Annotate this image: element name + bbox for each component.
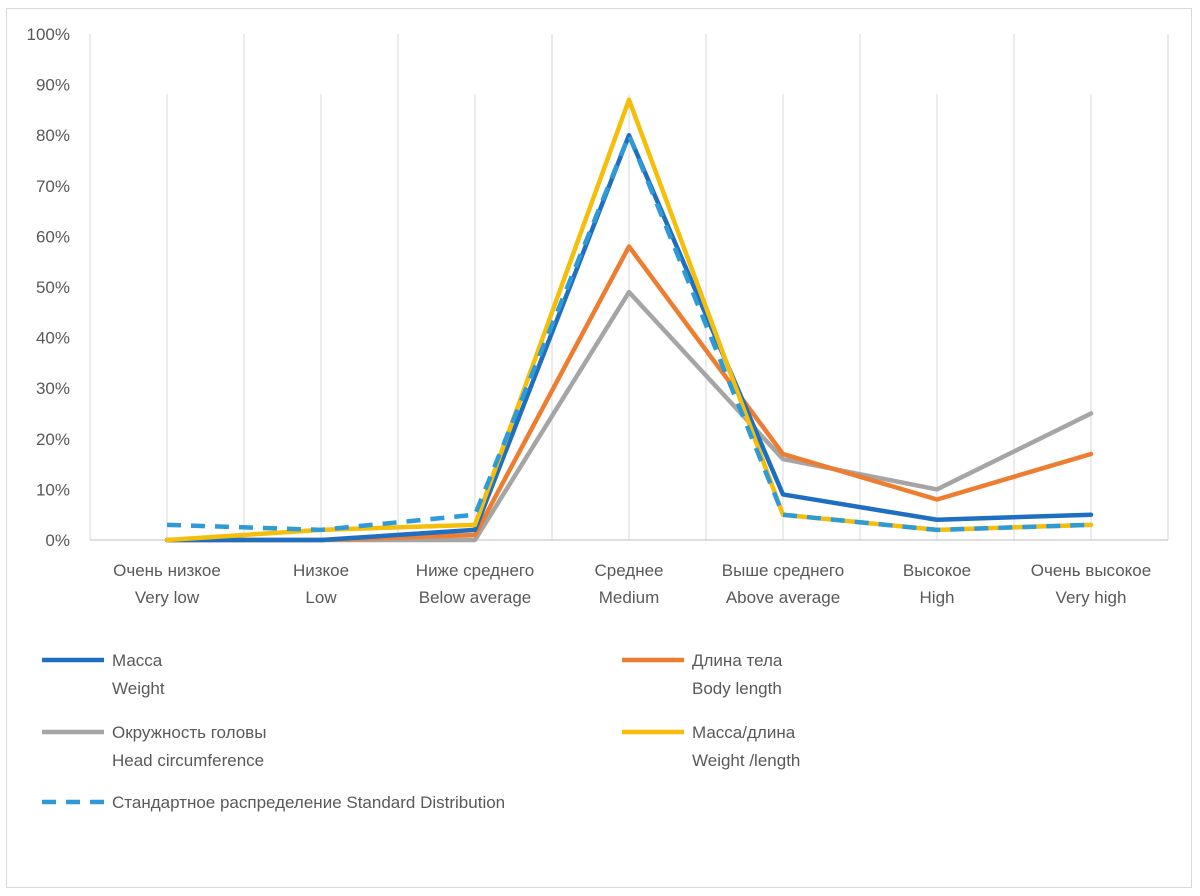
x-tick-label: Very high [1056, 588, 1127, 607]
x-tick-label: Ниже среднего [416, 561, 534, 580]
x-tick-label: Низкое [293, 561, 349, 580]
legend-label: Масса [112, 651, 163, 670]
y-tick-label: 50% [36, 278, 70, 297]
legend-label: Head circumference [112, 751, 264, 770]
x-tick-label: Medium [599, 588, 659, 607]
x-tick-label: Выше среднего [722, 561, 844, 580]
x-tick-label: Очень высокое [1031, 561, 1151, 580]
y-tick-label: 90% [36, 76, 70, 95]
y-tick-label: 0% [45, 531, 70, 550]
x-tick-label: Высокое [903, 561, 971, 580]
legend-label: Body length [692, 679, 782, 698]
x-tick-label: Above average [726, 588, 840, 607]
y-tick-label: 20% [36, 430, 70, 449]
x-tick-label: Среднее [594, 561, 663, 580]
x-tick-label: High [920, 588, 955, 607]
legend-label: Weight [112, 679, 165, 698]
y-tick-label: 30% [36, 379, 70, 398]
chart-frame [6, 8, 1192, 888]
series-line-4 [166, 132, 1092, 533]
series-line-0 [164, 132, 1094, 543]
legend-label: Стандартное распределение Standard Distr… [112, 793, 505, 812]
y-tick-label: 60% [36, 227, 70, 246]
legend-label: Weight /length [692, 751, 800, 770]
y-tick-label: 80% [36, 126, 70, 145]
legend-label: Окружность головы [112, 723, 266, 742]
x-tick-label: Low [305, 588, 337, 607]
y-tick-label: 100% [27, 25, 70, 44]
x-tick-label: Очень низкое [113, 561, 221, 580]
legend-label: Длина тела [692, 651, 783, 670]
y-tick-label: 70% [36, 177, 70, 196]
y-tick-label: 10% [36, 480, 70, 499]
legend-label: Масса/длина [692, 723, 796, 742]
x-tick-label: Below average [419, 588, 531, 607]
x-tick-label: Very low [135, 588, 200, 607]
y-tick-label: 40% [36, 329, 70, 348]
